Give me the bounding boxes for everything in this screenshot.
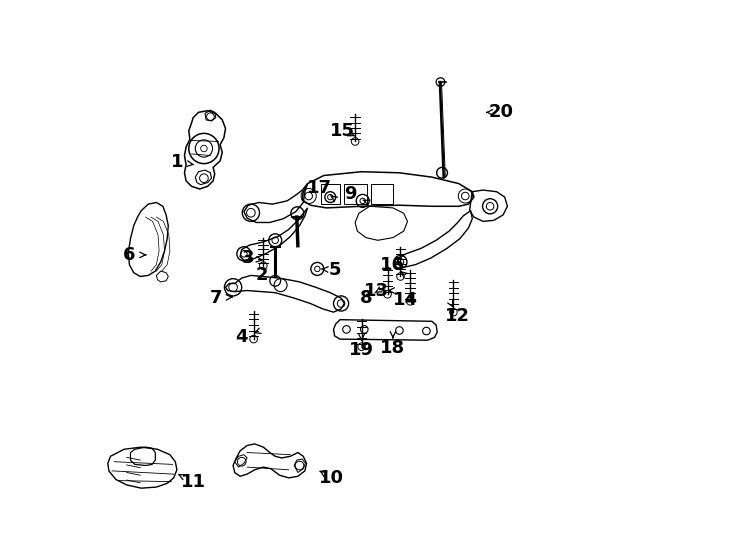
Text: 9: 9 (344, 185, 357, 204)
Text: 10: 10 (319, 469, 344, 487)
Text: 5: 5 (328, 261, 341, 279)
Text: 6: 6 (123, 246, 136, 264)
Text: 7: 7 (209, 289, 222, 307)
Text: 20: 20 (488, 103, 513, 122)
Polygon shape (233, 444, 307, 478)
Text: 19: 19 (349, 341, 374, 359)
Text: 12: 12 (446, 307, 470, 325)
Polygon shape (184, 111, 225, 189)
Polygon shape (225, 275, 344, 312)
Text: 16: 16 (380, 255, 405, 274)
Polygon shape (333, 320, 437, 340)
Text: 11: 11 (181, 472, 206, 491)
Text: 1: 1 (171, 153, 184, 171)
Text: 2: 2 (255, 266, 268, 285)
Polygon shape (108, 447, 177, 488)
Text: 15: 15 (330, 122, 355, 140)
Text: 18: 18 (380, 339, 405, 357)
Text: 17: 17 (307, 179, 332, 197)
Polygon shape (128, 202, 168, 276)
Text: 14: 14 (393, 291, 418, 309)
Text: 8: 8 (360, 289, 372, 307)
Text: 13: 13 (364, 281, 389, 300)
Text: 4: 4 (236, 328, 248, 347)
Text: 3: 3 (242, 249, 255, 267)
